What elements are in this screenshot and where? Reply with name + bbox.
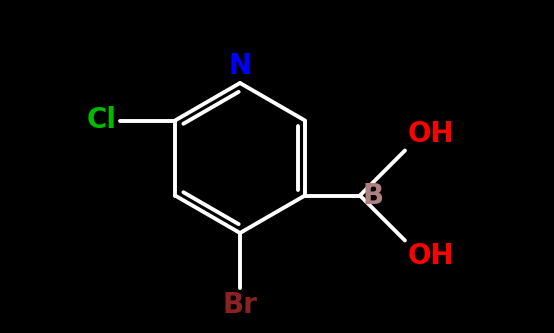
Text: OH: OH <box>408 121 455 149</box>
Text: OH: OH <box>408 242 455 270</box>
Text: B: B <box>363 181 384 209</box>
Text: N: N <box>228 52 252 80</box>
Text: Cl: Cl <box>87 107 117 135</box>
Text: Br: Br <box>223 291 258 319</box>
